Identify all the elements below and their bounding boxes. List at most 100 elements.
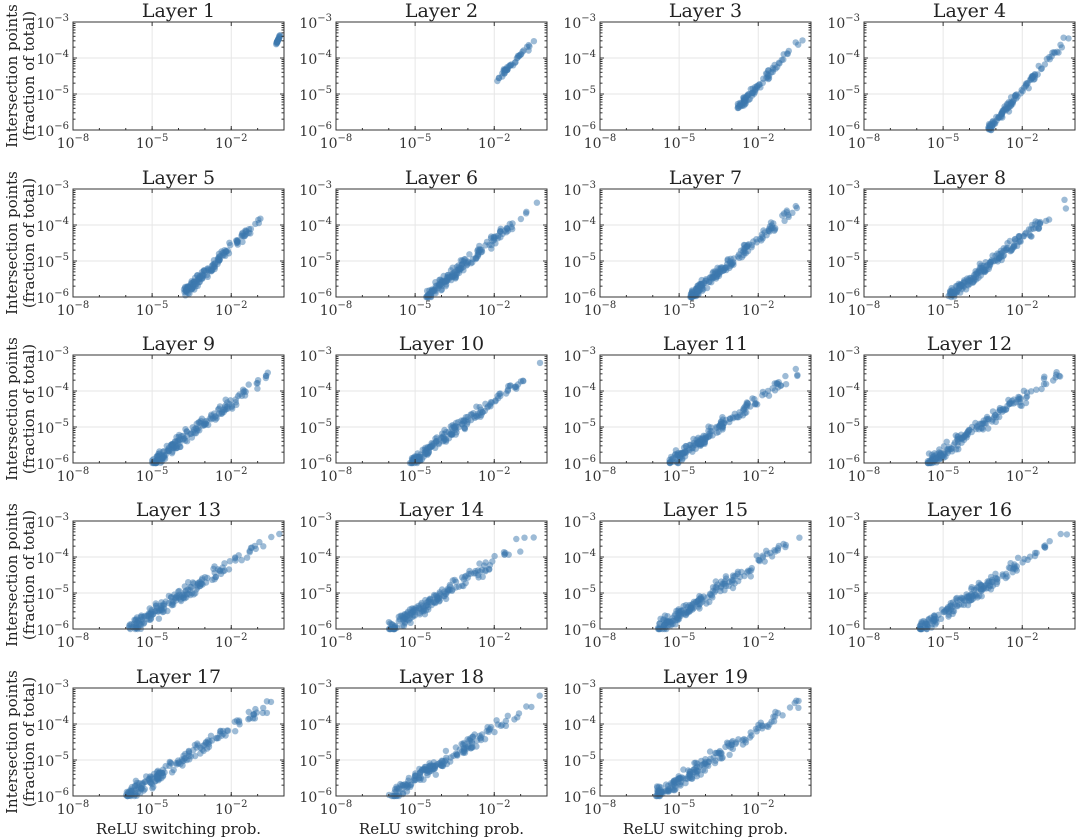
x-tick-label: 10−8: [584, 133, 617, 152]
data-point: [1030, 225, 1037, 232]
data-point: [768, 718, 775, 725]
x-axis-label: ReLU switching prob.: [623, 820, 788, 837]
data-point: [503, 66, 511, 74]
data-point: [1023, 389, 1031, 396]
data-point: [439, 433, 447, 440]
data-point: [444, 585, 452, 592]
panel-layer-16: Layer 16 10−8 10−5 10−2 10−6 10−5 10−4 10−3: [827, 499, 1076, 651]
data-point: [717, 265, 725, 272]
plot-frame: [335, 354, 548, 464]
data-point: [426, 762, 433, 769]
data-point: [1000, 107, 1007, 114]
data-point: [1004, 244, 1011, 252]
data-point: [141, 612, 148, 620]
data-point: [756, 81, 763, 88]
y-tick-label: 10−3: [563, 512, 596, 531]
data-point: [675, 773, 682, 780]
data-point: [732, 572, 739, 580]
data-point: [775, 59, 783, 66]
data-point: [674, 456, 682, 463]
y-tick-label: 10−4: [563, 715, 596, 734]
data-point: [1018, 402, 1025, 409]
data-point: [791, 699, 798, 707]
data-point: [491, 728, 498, 736]
data-point: [993, 256, 1000, 264]
data-point: [952, 287, 959, 294]
data-point: [208, 413, 215, 420]
data-point: [241, 387, 248, 395]
data-point: [1013, 91, 1020, 98]
data-point: [245, 381, 252, 388]
data-point: [389, 621, 396, 628]
panel-title: Layer 19: [663, 666, 748, 688]
data-point: [171, 438, 179, 445]
data-point: [422, 444, 429, 451]
data-point: [492, 240, 499, 247]
x-axis-label: ReLU switching prob.: [96, 820, 261, 837]
y-tick-label: 10−6: [563, 620, 596, 639]
plot-frame: [599, 687, 812, 797]
data-point: [682, 775, 690, 782]
panel-title: Layer 17: [136, 666, 221, 688]
y-tick-label: 10−3: [299, 346, 332, 365]
data-point: [676, 612, 684, 619]
data-point: [418, 599, 425, 607]
plot-frame: [335, 21, 548, 131]
data-point: [197, 750, 204, 757]
x-tick-label: 10−5: [663, 133, 696, 152]
data-point: [1042, 217, 1050, 225]
y-tick-label: 10−5: [299, 418, 332, 437]
x-tick-label: 10−2: [1006, 300, 1039, 319]
data-point: [162, 762, 169, 770]
data-point: [991, 120, 999, 127]
y-axis-label: Intersection points(fraction of total): [3, 337, 38, 481]
plot-frame: [335, 687, 548, 797]
data-point: [772, 548, 779, 555]
data-point: [229, 405, 236, 412]
data-point: [744, 400, 751, 407]
x-tick-label: 10−2: [478, 300, 511, 319]
data-point: [504, 387, 511, 394]
x-tick-label: 10−8: [320, 466, 353, 485]
data-point: [199, 275, 206, 282]
x-tick-label: 10−8: [584, 799, 617, 818]
x-tick-label: 10−8: [57, 466, 90, 485]
plot-frame: [72, 687, 285, 797]
data-point: [1009, 98, 1017, 105]
data-point: [126, 624, 133, 631]
data-point: [188, 434, 196, 441]
data-point: [1016, 232, 1023, 240]
data-point: [460, 739, 468, 747]
data-point: [1033, 549, 1040, 557]
data-point: [216, 255, 223, 263]
data-point: [521, 534, 528, 541]
x-tick-label: 10−2: [478, 466, 511, 485]
panel-layer-10: Layer 10 10−8 10−5 10−2 10−6 10−5 10−4 10−3: [299, 333, 548, 485]
data-point: [1014, 554, 1022, 561]
data-point: [931, 616, 938, 623]
data-point: [781, 217, 788, 224]
data-point: [202, 268, 210, 275]
y-tick-label: 10−5: [563, 751, 596, 770]
data-point: [706, 748, 714, 755]
y-axis-label: Intersection points(fraction of total): [3, 4, 38, 148]
data-point: [738, 568, 745, 576]
data-point: [794, 371, 801, 379]
data-point: [436, 589, 443, 596]
data-point: [461, 424, 468, 431]
data-point: [481, 407, 488, 415]
data-point: [264, 369, 271, 376]
data-point: [663, 787, 670, 795]
data-point: [150, 458, 157, 466]
data-point: [759, 554, 767, 561]
plot-frame: [863, 520, 1076, 630]
data-point: [708, 279, 715, 286]
data-point: [517, 548, 524, 555]
y-tick-label: 10−6: [36, 620, 69, 639]
data-point: [162, 598, 169, 605]
data-point: [504, 712, 511, 719]
data-point: [523, 208, 530, 215]
data-point: [1063, 531, 1071, 538]
data-point: [983, 266, 990, 274]
data-point: [478, 566, 486, 573]
